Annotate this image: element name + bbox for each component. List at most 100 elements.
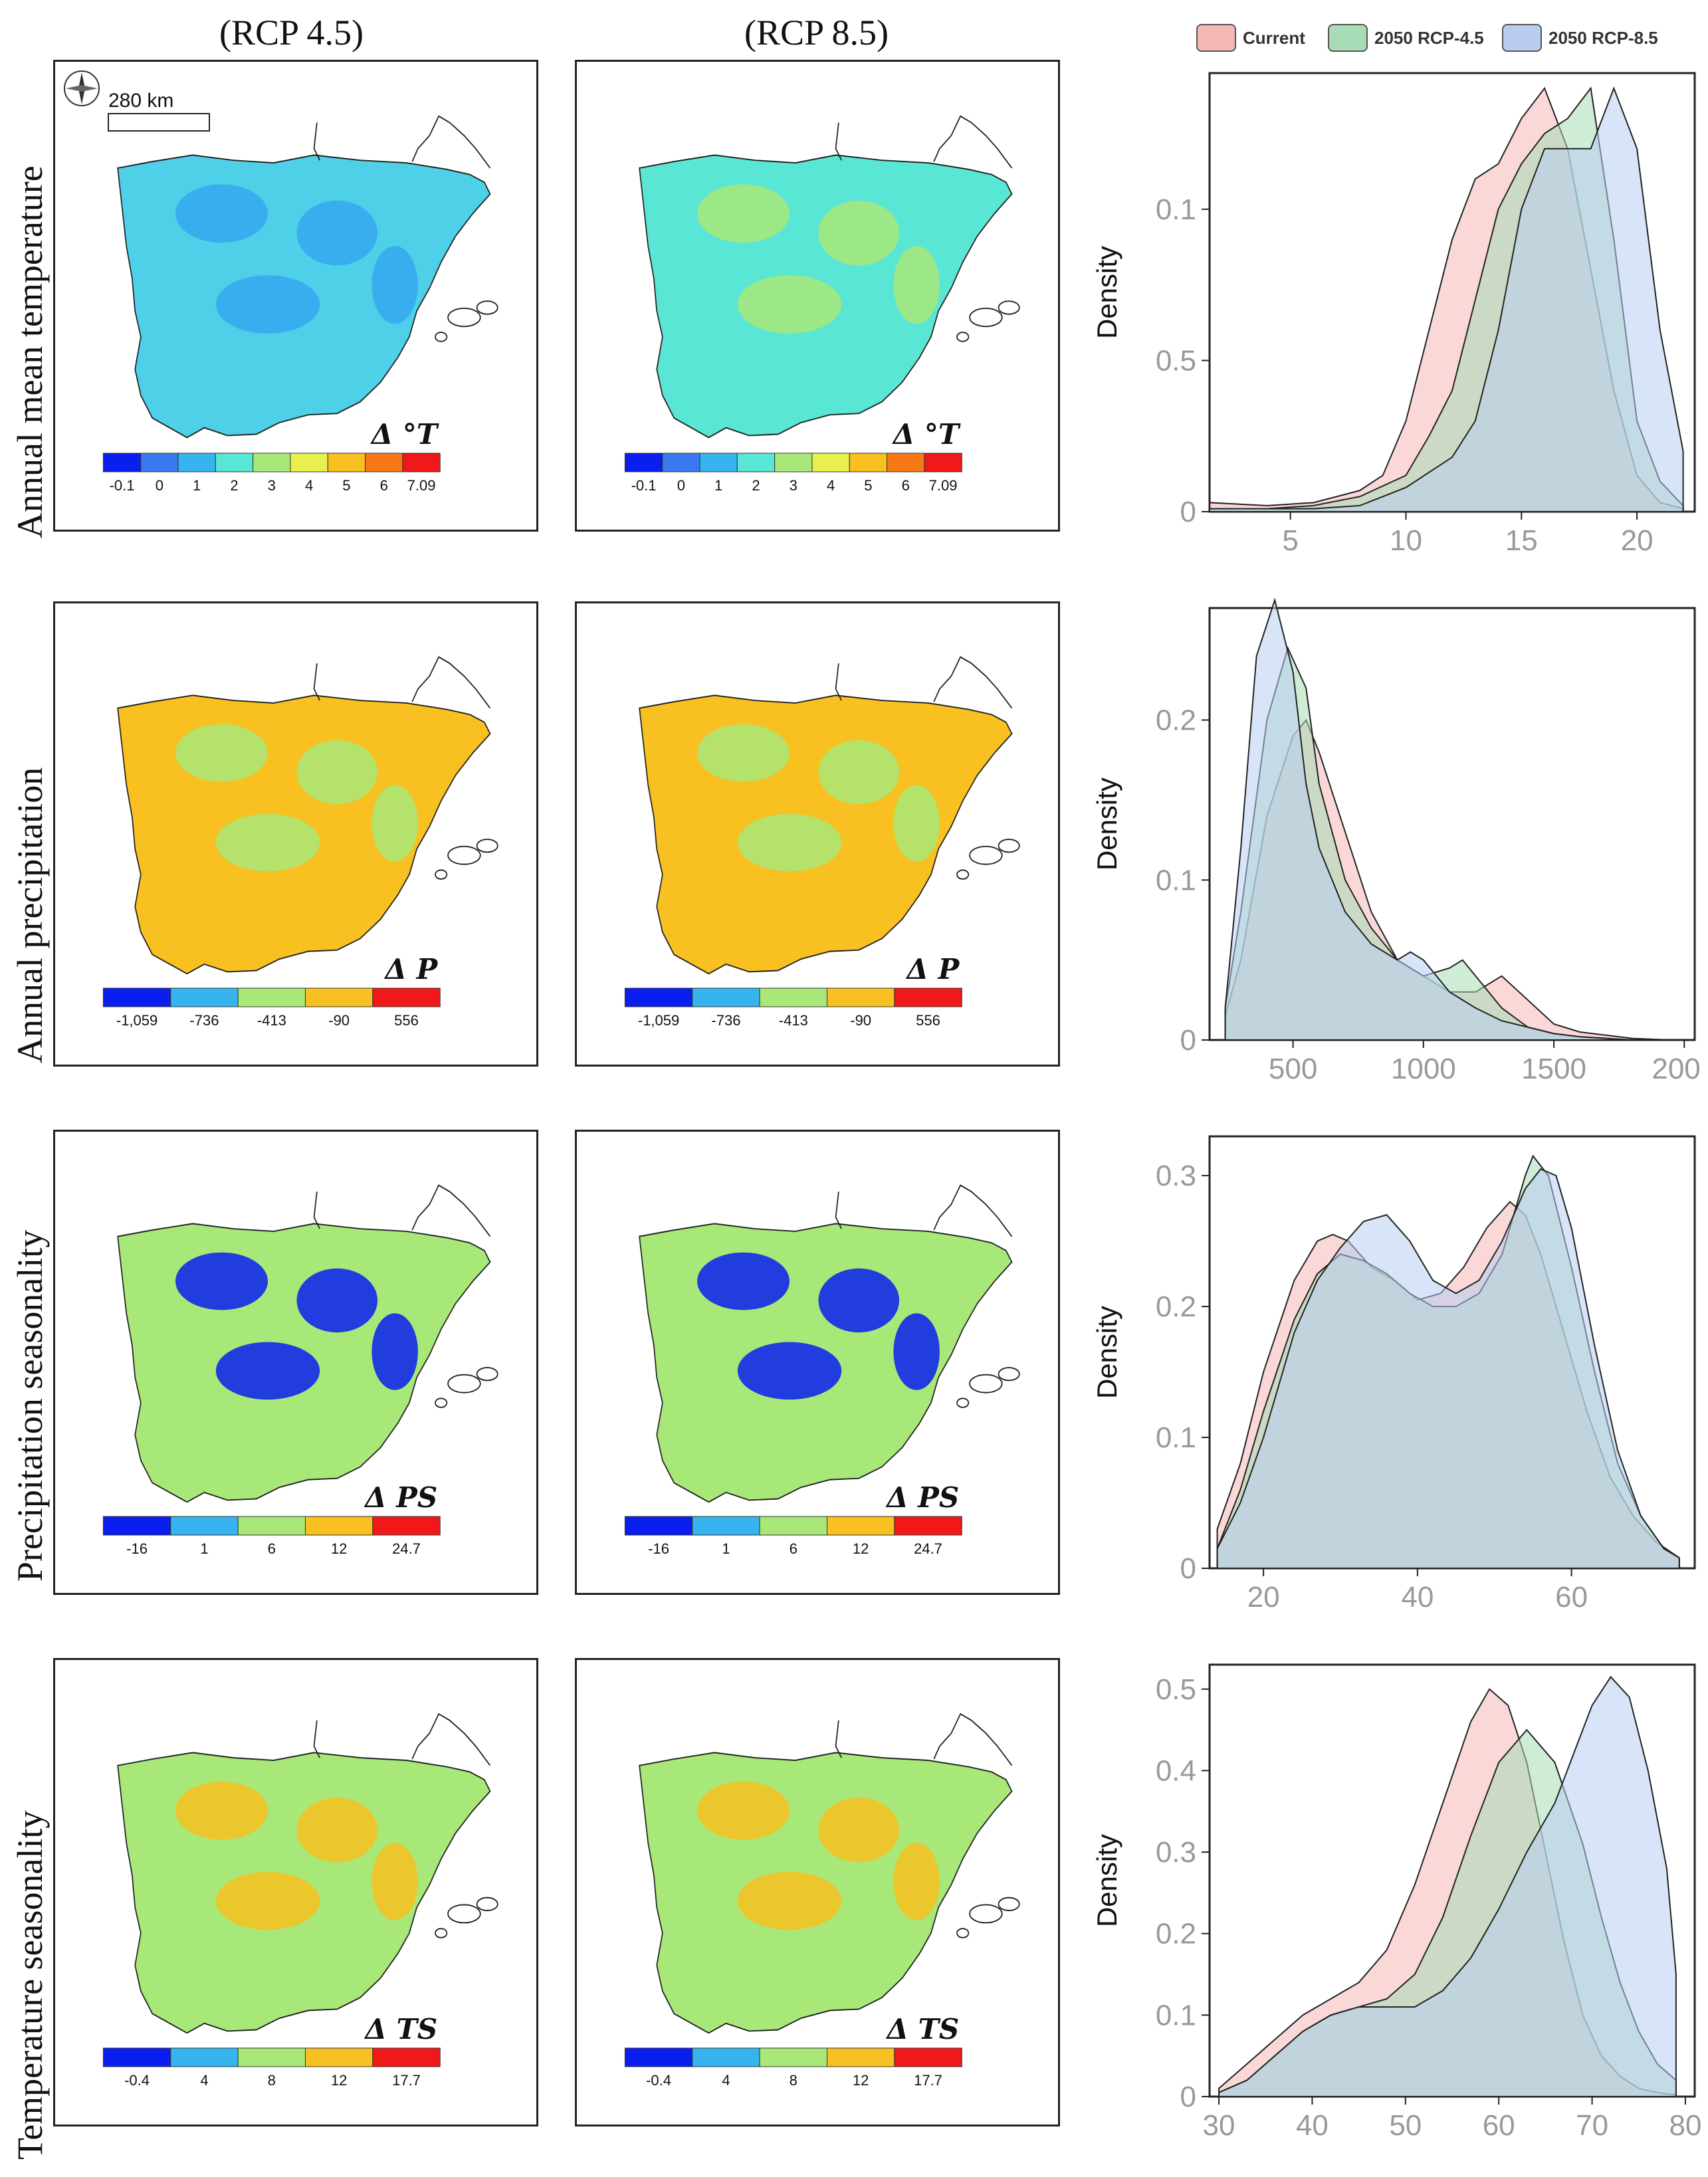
map-panel: Δ °T -0.1 0 1 2 3 4 5 6 7.09 [575,60,1060,532]
map-region [737,275,842,334]
balearic-island [956,1398,970,1408]
map-panel: Δ PS -16 1 6 12 24.7 [53,1130,538,1595]
balearic-island [998,1367,1020,1382]
map-svg: Δ P -1,059 -736 -413 -90 556 [102,656,498,1029]
colorbar-segment [170,2047,239,2067]
map-region [175,184,268,243]
colorbar-tick-label: -0.4 [124,2072,150,2089]
colorbar-tick-label: 0 [677,477,685,494]
y-tick-label: 0 [1180,496,1196,528]
colorbar-tick-label: 24.7 [392,1540,421,1557]
map-region [372,785,418,862]
colorbar-segment [924,453,962,472]
colorbar-tick-label: -413 [257,1012,286,1029]
legend-label-rcp85: 2050 RCP-8.5 [1548,28,1658,48]
colorbar-segment [304,987,374,1007]
density-chart-svg: 20 40 60 0 0.1 0.2 0.3 Density [1091,1135,1696,1613]
colorbar-segment [624,2047,693,2067]
colorbar-tick-label: -0.1 [631,477,657,494]
balearic-island [969,307,1003,328]
colorbar-segment [102,987,171,1007]
density-panel: 20 40 60 0 0.1 0.2 0.3 Density [1077,1123,1701,1641]
colorbar-segment [177,453,216,472]
colorbar-tick-label: -0.1 [110,477,135,494]
y-tick-label: 0 [1180,1024,1196,1057]
colorbar-tick-label: 1 [714,477,722,494]
colorbar-segment [826,987,895,1007]
iberia-map [639,1184,1020,1503]
coastline [835,656,1013,709]
map-svg: Δ PS -16 1 6 12 24.7 [624,1184,1020,1557]
colorbar-segment [402,453,441,472]
colorbar-tick-label: 5 [342,477,350,494]
colorbar-segment [692,987,760,1007]
colorbar-tick-label: 6 [902,477,910,494]
x-tick-label: 70 [1576,2109,1608,2142]
iberia-map [639,1712,1020,2034]
colorbar-segment [662,453,700,472]
colorbar-tick-label: -90 [850,1012,871,1029]
scale-bar [108,113,210,132]
colorbar-tick-label: 6 [380,477,388,494]
legend-label-current: Current [1243,28,1305,48]
map-region [372,1313,418,1390]
map-region [697,1252,790,1310]
balearic-island [969,845,1003,865]
map-panel: Δ TS -0.4 4 8 12 17.7 [53,1658,538,2126]
compass-rose-icon [64,70,100,106]
coastline [835,1184,1013,1237]
colorbar-tick-label: 12 [853,2072,869,2089]
colorbar-segment [759,1516,827,1536]
legend-swatch-current [1196,24,1236,52]
column-header-rcp85: (RCP 8.5) [744,13,889,52]
colorbar-tick-label: 12 [331,2072,347,2089]
map-region [372,246,418,324]
legend-label-rcp45: 2050 RCP-4.5 [1374,28,1484,48]
coastline [313,1712,491,1766]
row-label-annual-mean-temperature: Annual mean temperature [10,165,50,538]
colorbar-title: Δ °T [370,418,439,451]
colorbar-segment [736,453,776,472]
legend-swatch-rcp45 [1328,24,1368,52]
map-region [175,1252,268,1310]
density-series-rcp85 [1216,1168,1680,1569]
map-region [215,1342,320,1400]
column-header-rcp45: (RCP 4.5) [219,13,364,52]
colorbar-title: Δ P [383,953,438,985]
colorbar-segment [170,987,239,1007]
map-panel: 280 km Δ °T -0.1 0 1 2 3 4 5 6 7.09 [53,60,538,532]
colorbar-segment [327,453,366,472]
map-region [818,1268,900,1333]
balearic-island [956,332,970,342]
colorbar-title: Δ °T [892,418,961,451]
y-tick-label: 0.1 [1156,1999,1196,2031]
map-region [893,785,940,862]
colorbar-tick-label: 12 [853,1540,869,1557]
coastline [835,1712,1013,1766]
colorbar-segment [811,453,850,472]
iberia-map [639,115,1020,439]
map-region [296,740,378,805]
x-tick-label: 10 [1390,524,1422,557]
colorbar-segment [759,2047,827,2067]
map-region [818,740,900,805]
colorbar-segment [170,1516,239,1536]
coastline [835,115,1013,169]
y-tick-label: 0.1 [1156,193,1196,226]
balearic-island [476,1897,498,1912]
map-region [737,1342,842,1400]
colorbar-tick-label: 556 [394,1012,419,1029]
colorbar-tick-label: -0.4 [646,2072,671,2089]
colorbar-segment [372,2047,441,2067]
x-tick-label: 60 [1483,2109,1515,2142]
colorbar-tick-label: 12 [331,1540,347,1557]
y-axis-label: Density [1091,778,1122,871]
density-panel: 5 10 15 20 0 0.5 0.1 Density [1077,60,1701,585]
iberia-map [639,656,1020,975]
map-region [893,246,940,324]
colorbar-segment [304,2047,374,2067]
colorbar-title: Δ PS [364,1481,437,1514]
colorbar-tick-label: 24.7 [914,1540,942,1557]
